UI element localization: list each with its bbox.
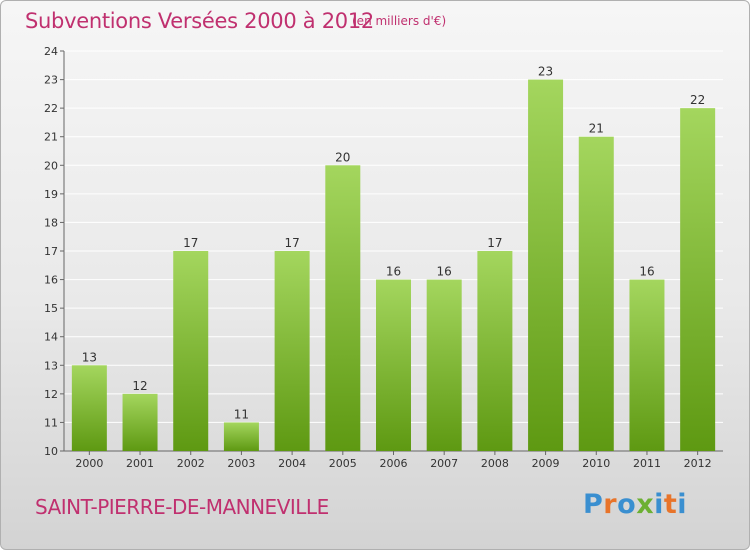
y-tick-label: 19 <box>44 188 58 201</box>
data-label: 16 <box>639 265 654 279</box>
data-label: 16 <box>437 265 452 279</box>
bar <box>477 251 513 451</box>
y-tick-label: 20 <box>44 159 58 172</box>
data-label: 12 <box>132 379 147 393</box>
y-tick-label: 12 <box>44 388 58 401</box>
x-tick-label: 2005 <box>329 457 357 470</box>
bar <box>173 251 209 451</box>
x-tick-label: 2007 <box>430 457 458 470</box>
x-tick-label: 2006 <box>380 457 408 470</box>
x-tick-label: 2008 <box>481 457 509 470</box>
bar <box>325 165 361 452</box>
chart-title: Subventions Versées 2000 à 2012 <box>25 9 374 33</box>
logo-letter: r <box>603 489 618 520</box>
x-tick-label: 2010 <box>582 457 610 470</box>
bar <box>578 136 614 451</box>
chart-unit: (en milliers d'€) <box>352 14 447 28</box>
x-tick-label: 2000 <box>75 457 103 470</box>
proxiti-logo: Proxiti <box>583 489 687 520</box>
bar <box>528 79 564 452</box>
y-tick-label: 17 <box>44 245 58 258</box>
y-tick-label: 11 <box>44 416 58 429</box>
bar <box>71 365 107 451</box>
y-tick-label: 22 <box>44 102 58 115</box>
x-tick-label: 2001 <box>126 457 154 470</box>
commune-name: SAINT-PIERRE-DE-MANNEVILLE <box>35 495 329 519</box>
bars <box>71 79 716 452</box>
bar <box>122 393 158 451</box>
y-tick-label: 21 <box>44 131 58 144</box>
bar <box>376 279 411 451</box>
data-labels: 13 12 17 11 17 20 16 16 17 23 21 16 22 <box>82 65 706 422</box>
data-label: 17 <box>284 236 299 250</box>
x-tick-label: 2004 <box>278 457 306 470</box>
logo-letter: x <box>636 489 655 520</box>
bar <box>223 422 259 451</box>
data-label: 22 <box>690 93 705 107</box>
y-tick-label: 16 <box>44 274 58 287</box>
bar <box>274 251 310 451</box>
y-tick-label: 23 <box>44 74 58 87</box>
bar <box>629 279 665 451</box>
bar <box>426 279 462 451</box>
data-label: 17 <box>487 236 502 250</box>
logo-letter: i <box>677 489 688 520</box>
data-label: 13 <box>82 350 97 364</box>
y-tick-label: 24 <box>44 45 58 58</box>
x-tick-label: 2003 <box>227 457 255 470</box>
y-tick-label: 15 <box>44 302 58 315</box>
x-tick-label: 2009 <box>532 457 560 470</box>
data-label: 11 <box>234 407 249 421</box>
data-label: 21 <box>589 122 604 136</box>
data-label: 20 <box>335 150 350 164</box>
y-tick-label: 18 <box>44 216 58 229</box>
logo-letter: o <box>617 489 637 520</box>
logo-letter: t <box>663 489 678 520</box>
y-tick-label: 10 <box>44 445 58 458</box>
logo-letter: P <box>583 489 604 520</box>
data-label: 16 <box>386 265 401 279</box>
data-label: 23 <box>538 65 553 79</box>
x-tick-label: 2002 <box>177 457 205 470</box>
x-tick-label: 2011 <box>633 457 661 470</box>
data-label: 17 <box>183 236 198 250</box>
logo-letter: i <box>654 489 664 520</box>
y-tick-label: 14 <box>44 331 58 344</box>
y-tick-label: 13 <box>44 359 58 372</box>
bar <box>680 108 716 452</box>
x-tick-label: 2012 <box>684 457 712 470</box>
